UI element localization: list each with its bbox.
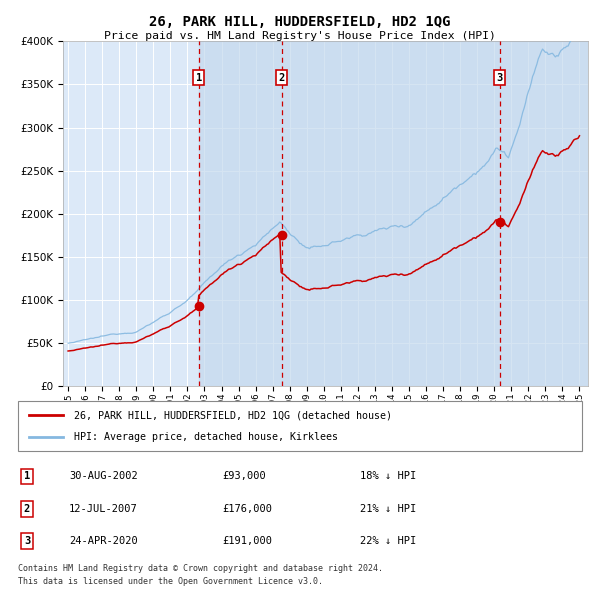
Text: 26, PARK HILL, HUDDERSFIELD, HD2 1QG (detached house): 26, PARK HILL, HUDDERSFIELD, HD2 1QG (de…: [74, 410, 392, 420]
Text: HPI: Average price, detached house, Kirklees: HPI: Average price, detached house, Kirk…: [74, 432, 338, 442]
Text: Price paid vs. HM Land Registry's House Price Index (HPI): Price paid vs. HM Land Registry's House …: [104, 31, 496, 41]
Text: 24-APR-2020: 24-APR-2020: [69, 536, 138, 546]
Text: 3: 3: [497, 73, 503, 83]
Text: Contains HM Land Registry data © Crown copyright and database right 2024.: Contains HM Land Registry data © Crown c…: [18, 565, 383, 573]
Text: 21% ↓ HPI: 21% ↓ HPI: [360, 504, 416, 514]
Text: £93,000: £93,000: [222, 471, 266, 481]
Text: 1: 1: [24, 471, 30, 481]
Text: 2: 2: [24, 504, 30, 514]
Text: 22% ↓ HPI: 22% ↓ HPI: [360, 536, 416, 546]
Text: £176,000: £176,000: [222, 504, 272, 514]
Text: 12-JUL-2007: 12-JUL-2007: [69, 504, 138, 514]
Text: 26, PARK HILL, HUDDERSFIELD, HD2 1QG: 26, PARK HILL, HUDDERSFIELD, HD2 1QG: [149, 15, 451, 30]
Bar: [199, 41, 588, 386]
Text: 1: 1: [196, 73, 202, 83]
Text: £191,000: £191,000: [222, 536, 272, 546]
Text: 3: 3: [24, 536, 30, 546]
Text: 30-AUG-2002: 30-AUG-2002: [69, 471, 138, 481]
Text: 2: 2: [278, 73, 285, 83]
Text: This data is licensed under the Open Government Licence v3.0.: This data is licensed under the Open Gov…: [18, 578, 323, 586]
Text: 18% ↓ HPI: 18% ↓ HPI: [360, 471, 416, 481]
